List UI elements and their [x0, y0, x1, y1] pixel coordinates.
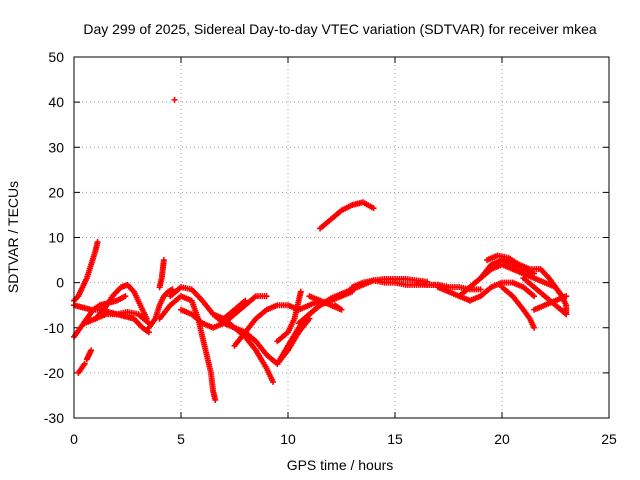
data-point-marker [563, 311, 570, 318]
data-point-marker [531, 293, 538, 300]
y-axis-label: SDTVAR / TECUs [5, 181, 21, 293]
y-tick-label: 50 [48, 49, 64, 65]
data-point-marker [370, 205, 377, 212]
data-point-marker [81, 360, 88, 367]
y-tick-label: -30 [44, 410, 64, 426]
y-tick-label: 40 [48, 94, 64, 110]
grid [74, 57, 609, 418]
data-point-marker [122, 293, 129, 300]
data-point-marker [88, 347, 95, 354]
chart-title: Day 299 of 2025, Sidereal Day-to-day VTE… [83, 21, 596, 37]
y-tick-label: -20 [44, 365, 64, 381]
data-point-marker [332, 302, 339, 309]
x-tick-label: 5 [177, 431, 185, 447]
data-point-marker [263, 293, 270, 300]
data-point-marker [477, 286, 484, 293]
data-points [71, 96, 570, 403]
data-point-marker [212, 396, 219, 403]
y-tick-label: 0 [56, 275, 64, 291]
data-point-marker [297, 288, 304, 295]
axis-ticks: 0 5 10 15 20 25 -30 -20 -10 0 10 20 30 40 50 [44, 49, 617, 447]
data-point-marker [171, 96, 178, 103]
y-tick-label: 20 [48, 184, 64, 200]
y-tick-label: 30 [48, 139, 64, 155]
y-tick-label: -10 [44, 320, 64, 336]
data-point-marker [94, 239, 101, 246]
x-tick-label: 25 [601, 431, 617, 447]
x-tick-label: 10 [280, 431, 296, 447]
x-tick-label: 20 [494, 431, 510, 447]
data-point-marker [160, 257, 167, 264]
data-point-marker [531, 324, 538, 331]
y-tick-label: 10 [48, 230, 64, 246]
x-axis-label: GPS time / hours [287, 457, 394, 473]
x-tick-label: 15 [387, 431, 403, 447]
data-point-marker [270, 378, 277, 385]
x-tick-label: 0 [70, 431, 78, 447]
plot-frame [73, 56, 610, 419]
